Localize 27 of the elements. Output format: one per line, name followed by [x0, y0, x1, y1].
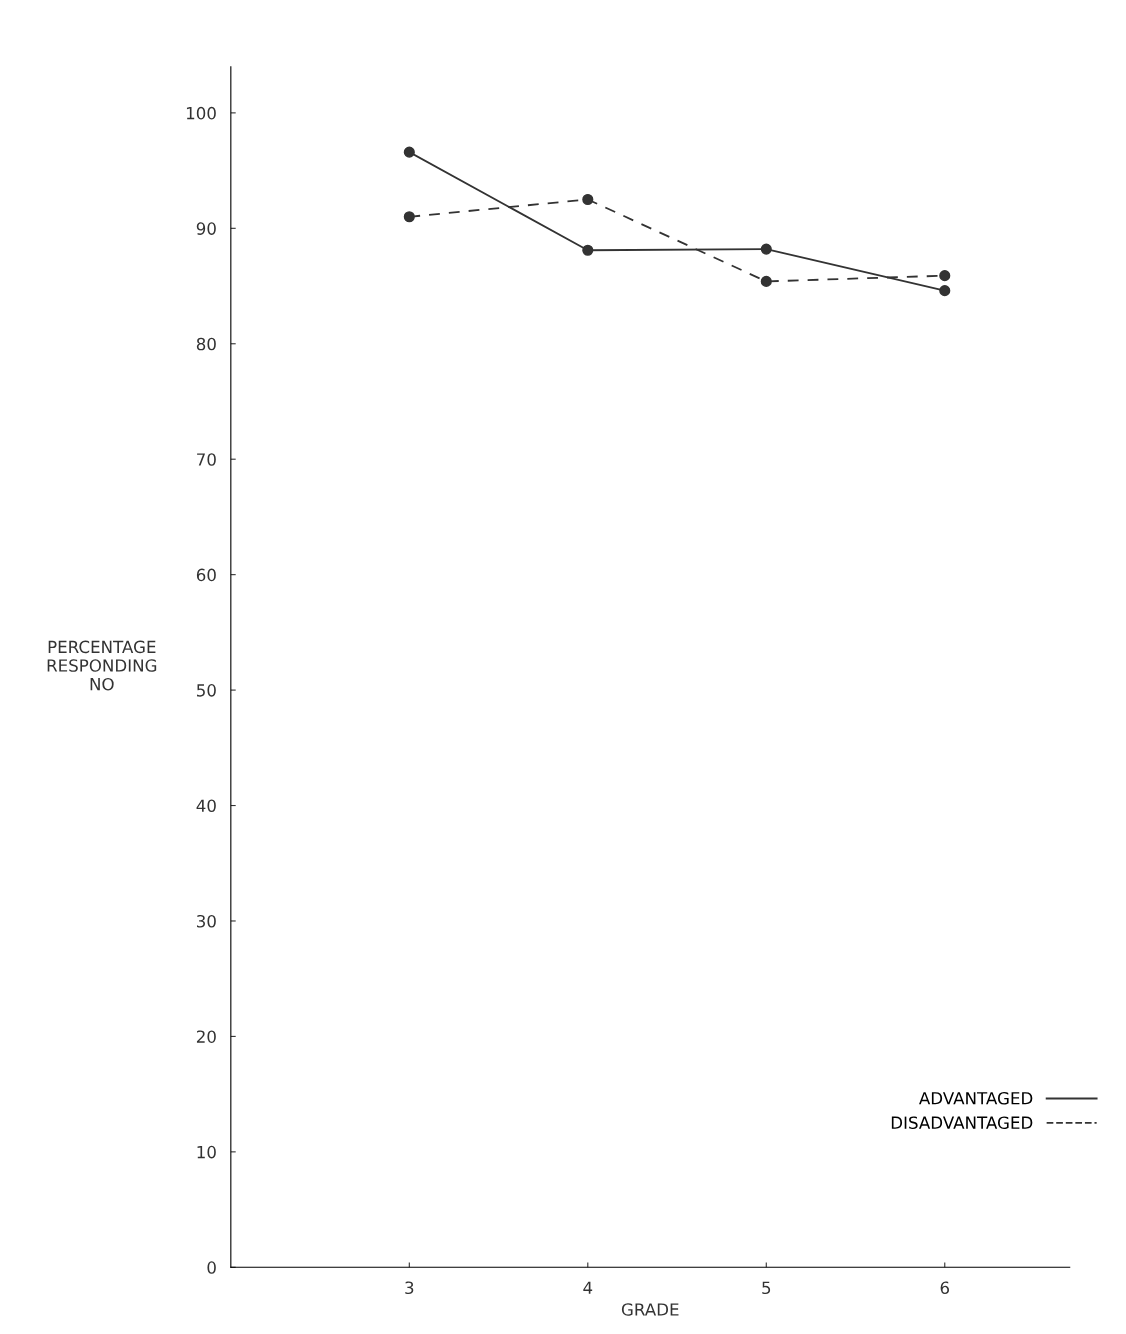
point — [760, 243, 772, 255]
y-tick-label: 90 — [196, 222, 216, 235]
y-tick-label: 50 — [197, 684, 216, 697]
y-tick-label: 100 — [186, 106, 216, 120]
point — [939, 285, 951, 297]
point — [582, 244, 594, 256]
legend-label: DISADVANTAGED — [891, 1116, 1033, 1130]
point — [403, 146, 415, 158]
y-tick-label: 70 — [197, 453, 216, 466]
point — [760, 275, 772, 287]
y-axis-title: PERCENTAGE RESPONDING NO — [47, 640, 157, 691]
legend-label: ADVANTAGED — [919, 1091, 1033, 1105]
y-tick-label: 20 — [196, 1030, 216, 1043]
x-axis-title: GRADE — [621, 1303, 679, 1316]
x-tick-label: 4 — [583, 1281, 593, 1294]
y-tick-label: 0 — [207, 1261, 216, 1274]
y-tick-label: 60 — [196, 568, 216, 582]
y-tick-label: 10 — [197, 1145, 216, 1159]
x-tick-label: 3 — [405, 1281, 414, 1295]
point — [939, 270, 951, 282]
x-tick-label: 6 — [940, 1281, 950, 1295]
y-tick-label: 80 — [196, 337, 216, 351]
y-tick-label: 30 — [197, 914, 216, 928]
x-tick-label: 5 — [762, 1281, 771, 1295]
point — [582, 193, 594, 206]
point — [403, 211, 415, 223]
y-tick-label: 40 — [196, 799, 216, 813]
